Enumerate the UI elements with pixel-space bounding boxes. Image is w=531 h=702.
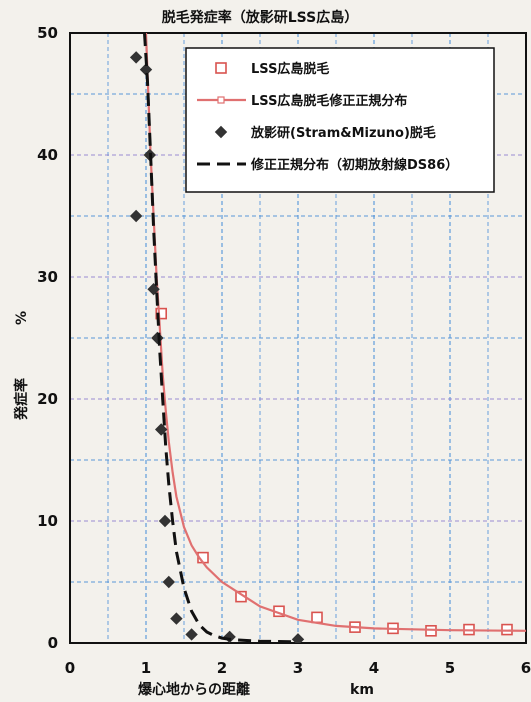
x-tick-label: 2 — [217, 659, 227, 677]
data-point-rerf — [154, 423, 168, 436]
x-tick-label: 5 — [445, 659, 455, 677]
data-point-lss — [155, 307, 167, 320]
tick-labels: 0 1 2 3 4 5 6 0 10 20 30 40 50 — [37, 24, 531, 677]
data-point-rerf — [129, 209, 143, 223]
x-axis-label: 爆心地からの距離 — [138, 681, 250, 698]
y-tick-label: 40 — [37, 146, 58, 164]
data-point-rerf — [129, 51, 143, 64]
legend-item-3: 放影研(Stram&Mizuno)脱毛 — [214, 125, 436, 141]
y-tick-label: 30 — [37, 268, 58, 286]
y-axis-label: 発症率 — [13, 378, 30, 421]
legend-label-2: LSS広島脱毛修正正規分布 — [251, 93, 407, 109]
x-tick-label: 1 — [141, 659, 151, 677]
series-layer — [129, 33, 526, 643]
legend-box — [185, 47, 495, 193]
legend-item-1: LSS広島脱毛 — [215, 61, 329, 77]
x-tick-label: 4 — [369, 659, 379, 677]
data-point-rerf — [291, 633, 305, 643]
data-point-rerf — [170, 612, 183, 625]
y-tick-label: 0 — [48, 634, 58, 652]
legend-item-2: LSS広島脱毛修正正規分布 — [197, 93, 407, 109]
legend: LSS広島脱毛 LSS広島脱毛修正正規分布放影研(Stram&Mizuno)脱毛修… — [185, 47, 495, 193]
data-point-rerf — [162, 575, 176, 589]
y-tick-label: 20 — [37, 390, 58, 408]
data-point-rerf — [185, 628, 198, 641]
legend-label-4: 修正正規分布（初期放射線DS86） — [250, 157, 458, 173]
series-4 — [143, 33, 299, 643]
legend-line-marker — [217, 96, 225, 104]
data-point-rerf — [147, 282, 160, 296]
data-point-lss — [311, 611, 323, 624]
legend-label-1: LSS広島脱毛 — [251, 61, 329, 77]
data-point-rerf — [158, 514, 172, 528]
y-axis-unit: % — [14, 311, 30, 325]
legend-label-3: 放影研(Stram&Mizuno)脱毛 — [250, 125, 436, 141]
series-line-4 — [143, 33, 299, 643]
legend-marker-diamond — [214, 125, 228, 139]
x-axis-unit: km — [350, 682, 374, 698]
legend-item-4: 修正正規分布（初期放射線DS86） — [197, 157, 458, 173]
x-tick-label: 3 — [293, 659, 303, 677]
legend-marker-square — [215, 62, 227, 74]
x-tick-label: 6 — [521, 659, 531, 677]
y-tick-label: 50 — [37, 24, 58, 42]
x-tick-label: 0 — [65, 659, 75, 677]
legend-items: LSS広島脱毛 LSS広島脱毛修正正規分布放影研(Stram&Mizuno)脱毛修… — [197, 61, 458, 173]
y-tick-label: 10 — [37, 512, 58, 530]
chart-title: 脱毛発症率（放影研LSS広島） — [162, 9, 358, 26]
